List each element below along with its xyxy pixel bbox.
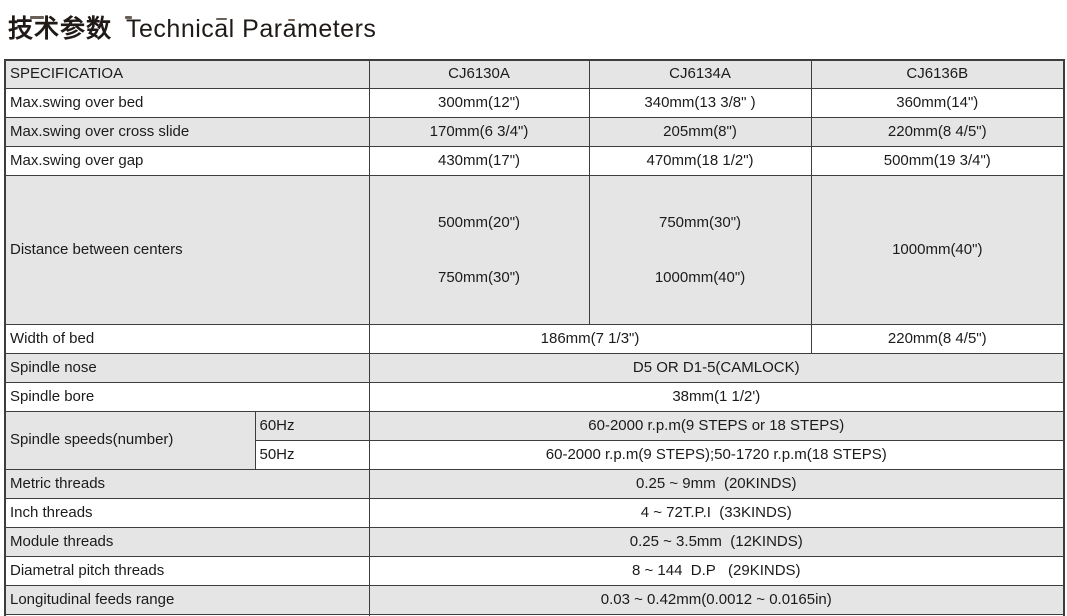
row-label: Metric threads [4, 468, 370, 499]
value-cell-merged: D5 OR D1-5(CAMLOCK) [368, 352, 1065, 383]
value-cell: 300mm(12") [368, 87, 590, 118]
row-label: Module threads [4, 526, 370, 557]
value-cell: 500mm(19 3/4") [810, 145, 1065, 176]
value-line: 750mm(30") [438, 268, 521, 286]
row-label: Max.swing over cross slide [4, 116, 370, 147]
table-row-diametral-pitch-threads: Diametral pitch threads 8 ~ 144 D.P (29K… [4, 555, 1065, 586]
table-row-metric-threads: Metric threads 0.25 ~ 9mm (20KINDS) [4, 468, 1065, 499]
page-title: 技术参数 Technical Parameters [8, 12, 1067, 46]
table-row-spindle-speeds-60hz: Spindle speeds(number) 60Hz 60-2000 r.p.… [4, 410, 1065, 470]
value-cell: 750mm(30") 1000mm(40") [588, 174, 812, 325]
table-row-swing-over-bed: Max.swing over bed 300mm(12") 340mm(13 3… [4, 87, 1065, 118]
row-label: Inch threads [4, 497, 370, 528]
value-cell: 340mm(13 3/8" ) [588, 87, 812, 118]
row-label: Max.swing over bed [4, 87, 370, 118]
table-row-width-of-bed: Width of bed 186mm(7 1/3") 220mm(8 4/5") [4, 323, 1065, 354]
value-cell: 470mm(18 1/2") [588, 145, 812, 176]
row-label: Spindle speeds(number) [4, 410, 256, 470]
page-title-chinese: 技术参数 [8, 15, 113, 43]
scan-artifact-ink [30, 16, 44, 19]
table-row-swing-over-gap: Max.swing over gap 430mm(17") 470mm(18 1… [4, 145, 1065, 176]
value-cell: 1000mm(40") [810, 174, 1065, 325]
value-cell: 430mm(17") [368, 145, 590, 176]
value-cell-merged: 0.03 ~ 0.42mm(0.0012 ~ 0.0165in) [368, 584, 1065, 615]
row-label: Cross feeds range [4, 613, 370, 616]
row-label: Distance between centers [4, 174, 370, 325]
value-cell: 170mm(6 3/4") [368, 116, 590, 147]
value-line: 1000mm(40") [654, 268, 746, 286]
table-header-row: SPECIFICATIOA CJ6130A CJ6134A CJ6136B [4, 59, 1065, 89]
scan-artifact-ink [216, 18, 227, 20]
technical-parameters-table: SPECIFICATIOA CJ6130A CJ6134A CJ6136B Ma… [4, 59, 1066, 616]
value-line: 500mm(20") [438, 213, 521, 231]
table-row-swing-over-cross-slide: Max.swing over cross slide 170mm(6 3/4")… [4, 116, 1065, 147]
row-label: Max.swing over gap [4, 145, 370, 176]
table-row-longitudinal-feeds-range: Longitudinal feeds range 0.03 ~ 0.42mm(0… [4, 584, 1065, 615]
sub-label-50hz: 50Hz [254, 439, 370, 470]
value-cell-merged: 8 ~ 144 D.P (29KINDS) [368, 555, 1065, 586]
value-cell: 220mm(8 4/5") [810, 323, 1065, 354]
value-cell-merged: 0.015 ~ 0.21mm(0.0006 ~ 0.0082in) [368, 613, 1065, 616]
header-model-cj6130a: CJ6130A [368, 59, 590, 89]
row-label: Width of bed [4, 323, 370, 354]
row-label: Spindle nose [4, 352, 370, 383]
value-cell-merged: 38mm(1 1/2') [368, 381, 1065, 412]
value-line: 750mm(30") [659, 213, 742, 231]
scan-artifact-ink [125, 16, 132, 19]
table-row-spindle-bore: Spindle bore 38mm(1 1/2') [4, 381, 1065, 412]
table-row-cross-feeds-range: Cross feeds range 0.015 ~ 0.21mm(0.0006 … [4, 613, 1065, 616]
value-cell-merged: 4 ~ 72T.P.I (33KINDS) [368, 497, 1065, 528]
value-cell-merged: 0.25 ~ 3.5mm (12KINDS) [368, 526, 1065, 557]
header-model-cj6134a: CJ6134A [588, 59, 812, 89]
header-specification: SPECIFICATIOA [4, 59, 370, 89]
table-row-inch-threads: Inch threads 4 ~ 72T.P.I (33KINDS) [4, 497, 1065, 528]
value-cell-merged: 60-2000 r.p.m(9 STEPS);50-1720 r.p.m(18 … [368, 439, 1065, 470]
row-label: Diametral pitch threads [4, 555, 370, 586]
table-row-spindle-speeds-50hz: 50Hz 60-2000 r.p.m(9 STEPS);50-1720 r.p.… [5, 439, 1065, 470]
value-cell-merged: 60-2000 r.p.m(9 STEPS or 18 STEPS) [368, 410, 1065, 441]
table-row-distance-between-centers: Distance between centers 500mm(20") 750m… [4, 174, 1065, 325]
row-label: Spindle bore [4, 381, 370, 412]
table-row-module-threads: Module threads 0.25 ~ 3.5mm (12KINDS) [4, 526, 1065, 557]
page-title-english: Technical Parameters [126, 15, 377, 43]
table-row-spindle-nose: Spindle nose D5 OR D1-5(CAMLOCK) [4, 352, 1065, 383]
value-cell: 205mm(8") [588, 116, 812, 147]
value-cell: 360mm(14") [810, 87, 1065, 118]
scan-artifact-ink [288, 19, 295, 21]
value-cell-merged: 0.25 ~ 9mm (20KINDS) [368, 468, 1065, 499]
value-cell: 220mm(8 4/5") [810, 116, 1065, 147]
value-cell-merged: 186mm(7 1/3") [368, 323, 812, 354]
value-cell: 500mm(20") 750mm(30") [368, 174, 590, 325]
header-model-cj6136b: CJ6136B [810, 59, 1065, 89]
sub-label-60hz: 60Hz [254, 410, 370, 441]
row-label: Longitudinal feeds range [4, 584, 370, 615]
